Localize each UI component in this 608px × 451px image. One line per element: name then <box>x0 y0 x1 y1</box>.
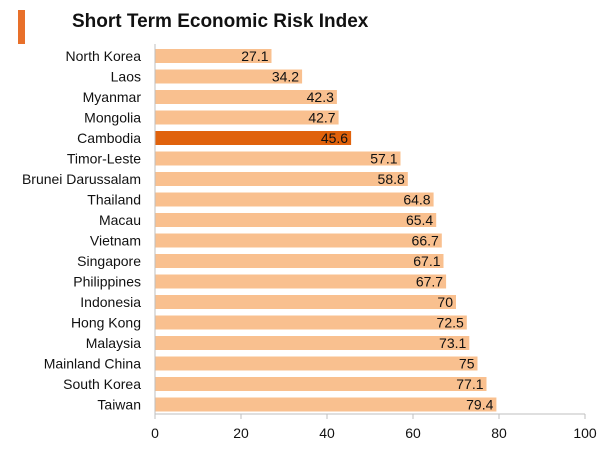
value-label-mainland-china: 75 <box>459 356 475 372</box>
category-label-south-korea: South Korea <box>63 376 141 392</box>
value-label-macau: 65.4 <box>406 212 433 228</box>
value-label-north-korea: 27.1 <box>241 48 268 64</box>
value-label-timor-leste: 57.1 <box>370 151 397 167</box>
category-label-myanmar: Myanmar <box>83 89 142 105</box>
category-label-timor-leste: Timor-Leste <box>67 151 141 167</box>
bar-north-korea <box>155 49 272 63</box>
value-label-malaysia: 73.1 <box>439 335 466 351</box>
bar-thailand <box>155 192 434 207</box>
bar-macau <box>155 213 437 227</box>
category-label-cambodia: Cambodia <box>77 130 141 146</box>
x-tick-label-20: 20 <box>233 425 249 441</box>
value-label-taiwan: 79.4 <box>466 397 493 413</box>
value-label-philippines: 67.7 <box>416 274 443 290</box>
bar-laos <box>155 69 303 84</box>
value-label-thailand: 64.8 <box>403 192 430 208</box>
category-label-thailand: Thailand <box>87 192 141 208</box>
value-label-hong-kong: 72.5 <box>437 315 464 331</box>
bar-brunei-darussalam <box>155 172 408 186</box>
bar-cambodia <box>155 131 352 145</box>
bar-hong-kong <box>155 315 467 330</box>
x-tick-label-100: 100 <box>573 425 597 441</box>
bar-timor-leste <box>155 151 401 166</box>
title-accent-bar <box>18 10 25 44</box>
value-label-south-korea: 77.1 <box>456 376 483 392</box>
value-label-brunei-darussalam: 58.8 <box>378 171 405 187</box>
category-label-laos: Laos <box>111 69 141 85</box>
category-labels: North Korea Laos Myanmar Mongolia Cambodia Ti… <box>22 48 141 413</box>
value-label-myanmar: 42.3 <box>307 89 334 105</box>
category-label-malaysia: Malaysia <box>86 335 141 351</box>
bar-vietnam <box>155 233 442 248</box>
x-axis: 0 20 40 60 80 100 <box>151 44 597 441</box>
category-label-singapore: Singapore <box>77 253 141 269</box>
category-label-vietnam: Vietnam <box>90 233 141 249</box>
x-tick-label-60: 60 <box>405 425 421 441</box>
value-label-indonesia: 70 <box>437 294 453 310</box>
bar-south-korea <box>155 377 487 391</box>
category-label-mainland-china: Mainland China <box>44 356 141 372</box>
category-label-macau: Macau <box>99 212 141 228</box>
bar-singapore <box>155 254 444 268</box>
category-label-brunei-darussalam: Brunei Darussalam <box>22 171 141 187</box>
bar-taiwan <box>155 397 497 412</box>
value-label-laos: 34.2 <box>272 69 299 85</box>
bar-myanmar <box>155 90 337 104</box>
category-label-taiwan: Taiwan <box>97 397 141 413</box>
category-label-north-korea: North Korea <box>66 48 142 64</box>
value-labels: 27.134.2 42.3 42.7 45.6 57.1 58.8 64.8 65.4 66.7… <box>241 48 493 413</box>
x-tick-label-80: 80 <box>491 425 507 441</box>
x-tick-label-0: 0 <box>151 425 159 441</box>
value-label-mongolia: 42.7 <box>308 110 335 126</box>
value-label-cambodia: 45.6 <box>321 130 348 146</box>
value-label-singapore: 67.1 <box>413 253 440 269</box>
category-label-hong-kong: Hong Kong <box>71 315 141 331</box>
category-label-mongolia: Mongolia <box>84 110 141 126</box>
chart-title: Short Term Economic Risk Index <box>72 11 369 32</box>
bar-philippines <box>155 274 447 289</box>
bar-indonesia <box>155 295 456 309</box>
category-label-philippines: Philippines <box>73 274 141 290</box>
category-label-indonesia: Indonesia <box>80 294 141 310</box>
x-tick-label-40: 40 <box>319 425 335 441</box>
bar-malaysia <box>155 336 470 350</box>
bar-mainland-china <box>155 356 478 371</box>
value-label-vietnam: 66.7 <box>412 233 439 249</box>
bars-layer <box>155 49 497 412</box>
bar-mongolia <box>155 110 339 125</box>
